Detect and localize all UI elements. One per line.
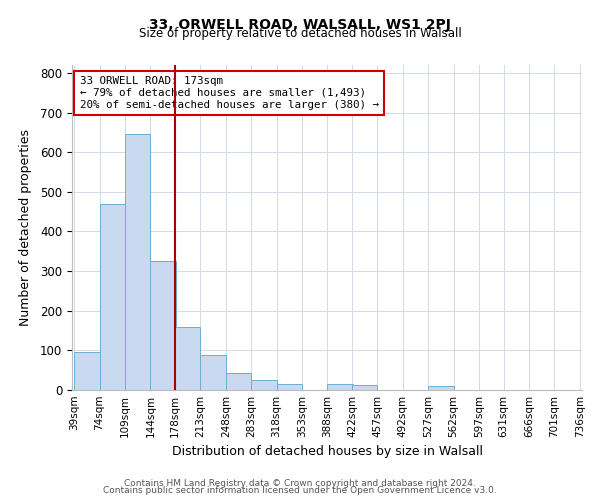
Text: Contains HM Land Registry data © Crown copyright and database right 2024.: Contains HM Land Registry data © Crown c… <box>124 478 476 488</box>
Bar <box>251 380 277 390</box>
Bar <box>100 204 125 390</box>
Bar <box>175 328 200 390</box>
Bar <box>74 352 100 390</box>
Text: Size of property relative to detached houses in Walsall: Size of property relative to detached ho… <box>139 28 461 40</box>
Bar <box>328 384 353 390</box>
Y-axis label: Number of detached properties: Number of detached properties <box>19 129 32 326</box>
Bar <box>200 355 226 390</box>
Bar <box>428 386 454 390</box>
Bar <box>151 261 176 390</box>
Bar <box>277 384 302 390</box>
Bar <box>352 385 377 390</box>
Bar <box>125 134 151 390</box>
Text: 33 ORWELL ROAD: 173sqm
← 79% of detached houses are smaller (1,493)
20% of semi-: 33 ORWELL ROAD: 173sqm ← 79% of detached… <box>80 76 379 110</box>
Text: Contains public sector information licensed under the Open Government Licence v3: Contains public sector information licen… <box>103 486 497 495</box>
Bar <box>226 374 251 390</box>
X-axis label: Distribution of detached houses by size in Walsall: Distribution of detached houses by size … <box>172 446 482 458</box>
Text: 33, ORWELL ROAD, WALSALL, WS1 2PJ: 33, ORWELL ROAD, WALSALL, WS1 2PJ <box>149 18 451 32</box>
